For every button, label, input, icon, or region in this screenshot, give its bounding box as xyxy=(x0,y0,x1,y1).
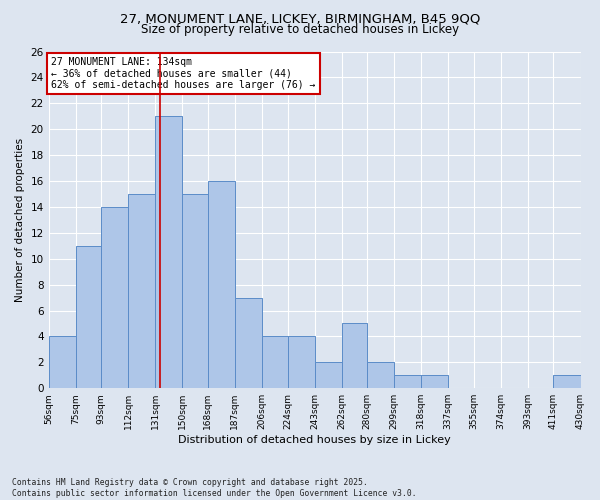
X-axis label: Distribution of detached houses by size in Lickey: Distribution of detached houses by size … xyxy=(178,435,451,445)
Bar xyxy=(287,336,314,388)
Bar xyxy=(235,298,262,388)
Bar xyxy=(421,376,448,388)
Bar xyxy=(128,194,155,388)
Bar xyxy=(341,324,367,388)
Text: Contains HM Land Registry data © Crown copyright and database right 2025.
Contai: Contains HM Land Registry data © Crown c… xyxy=(12,478,416,498)
Bar xyxy=(208,181,235,388)
Bar xyxy=(182,194,208,388)
Bar xyxy=(76,246,101,388)
Text: 27, MONUMENT LANE, LICKEY, BIRMINGHAM, B45 9QQ: 27, MONUMENT LANE, LICKEY, BIRMINGHAM, B… xyxy=(120,12,480,26)
Bar xyxy=(262,336,287,388)
Y-axis label: Number of detached properties: Number of detached properties xyxy=(15,138,25,302)
Bar xyxy=(101,207,128,388)
Bar xyxy=(49,336,76,388)
Text: Size of property relative to detached houses in Lickey: Size of property relative to detached ho… xyxy=(141,22,459,36)
Bar xyxy=(367,362,394,388)
Bar xyxy=(155,116,182,388)
Bar xyxy=(394,376,421,388)
Bar xyxy=(553,376,581,388)
Bar xyxy=(314,362,341,388)
Text: 27 MONUMENT LANE: 134sqm
← 36% of detached houses are smaller (44)
62% of semi-d: 27 MONUMENT LANE: 134sqm ← 36% of detach… xyxy=(52,56,316,90)
